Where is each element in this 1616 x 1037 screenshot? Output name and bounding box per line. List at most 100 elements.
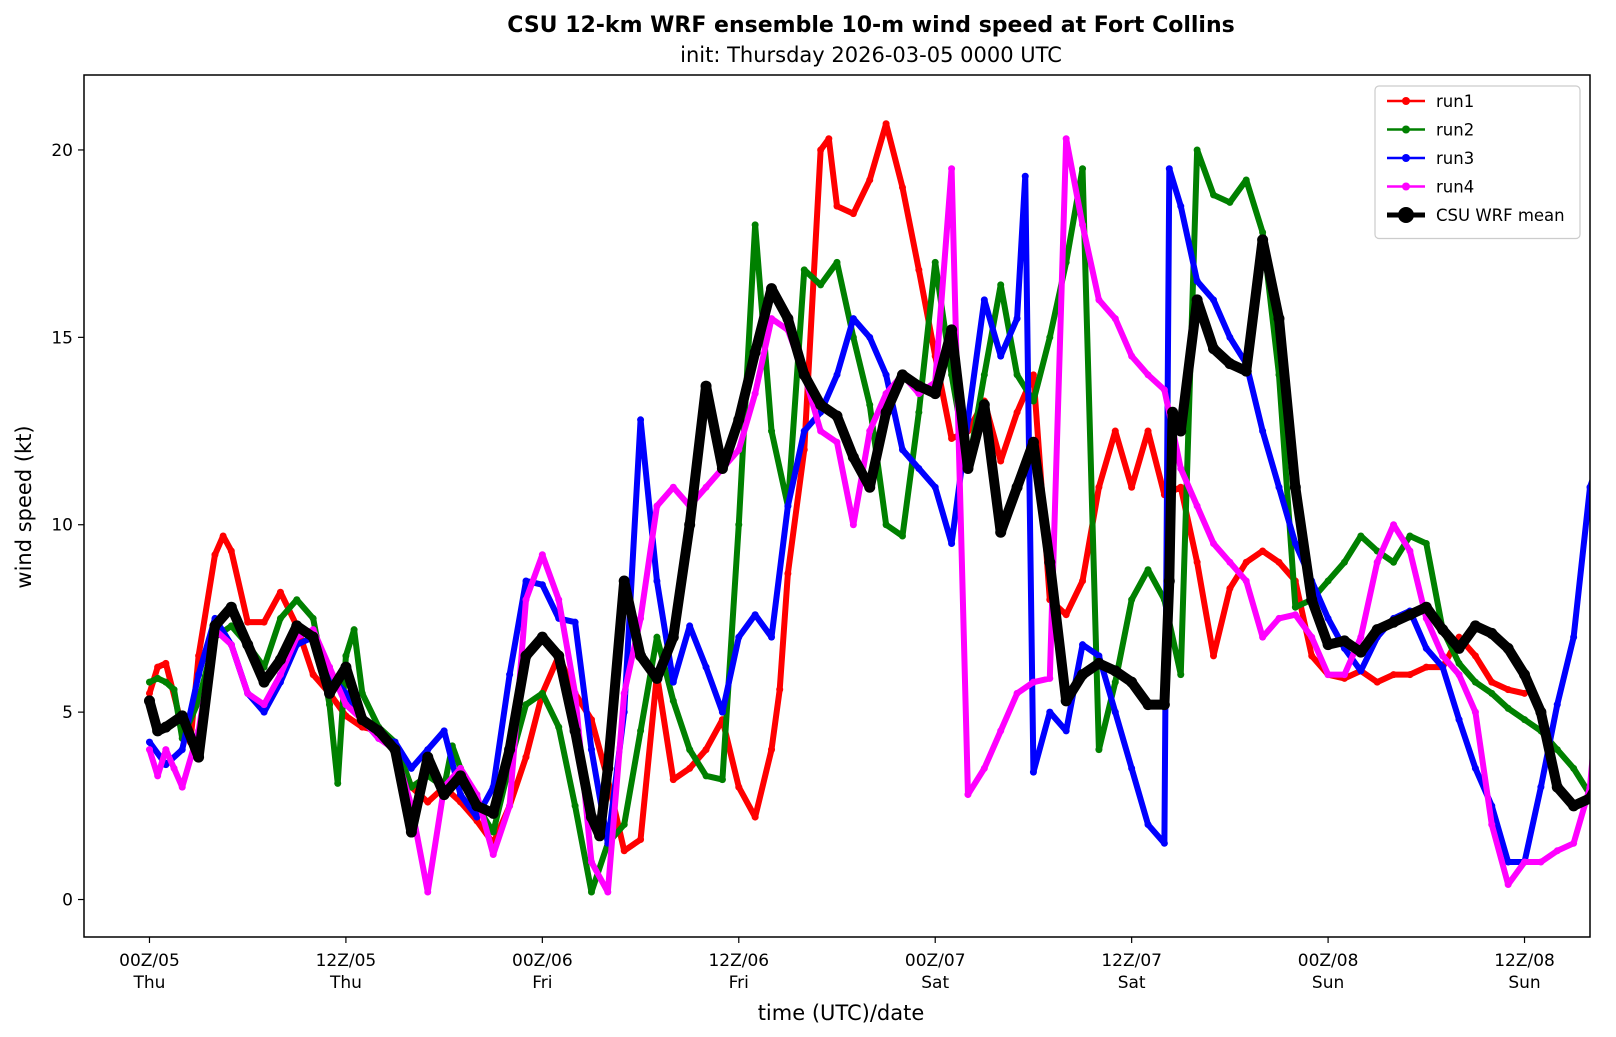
- data-point: [1355, 646, 1367, 658]
- data-point: [326, 701, 334, 709]
- chart-subtitle: init: Thursday 2026-03-05 0000 UTC: [680, 43, 1062, 67]
- data-point: [735, 633, 743, 641]
- data-point: [635, 650, 647, 662]
- data-point: [1226, 558, 1234, 566]
- data-point: [1177, 671, 1185, 679]
- data-point: [1111, 315, 1119, 323]
- data-point: [800, 266, 808, 274]
- data-point: [1144, 821, 1152, 829]
- data-point: [1453, 642, 1465, 654]
- x-tick-sublabel: Sun: [1508, 973, 1540, 993]
- x-tick-sublabel: Thu: [133, 973, 166, 993]
- data-point: [1519, 669, 1531, 681]
- data-point: [768, 746, 776, 754]
- data-point: [735, 446, 743, 454]
- data-point: [1340, 558, 1348, 566]
- data-point: [1259, 633, 1267, 641]
- data-point: [702, 746, 710, 754]
- legend-entry: CSU WRF mean: [1387, 206, 1565, 225]
- legend-entry: run4: [1387, 178, 1474, 197]
- data-point: [309, 671, 317, 679]
- data-point: [1486, 627, 1498, 639]
- data-point: [1275, 614, 1283, 622]
- data-point: [702, 483, 710, 491]
- data-point: [637, 727, 645, 735]
- data-point: [1570, 633, 1578, 641]
- data-point: [751, 813, 759, 821]
- data-point: [293, 596, 301, 604]
- data-point: [152, 725, 164, 737]
- legend-label: run4: [1436, 178, 1474, 197]
- legend-label: run2: [1436, 121, 1474, 140]
- data-point: [1388, 616, 1400, 628]
- data-point: [1504, 858, 1512, 866]
- data-point: [1095, 746, 1103, 754]
- data-point: [587, 888, 595, 896]
- data-point: [997, 727, 1005, 735]
- data-point: [326, 663, 334, 671]
- data-point: [637, 836, 645, 844]
- data-point: [948, 435, 956, 443]
- data-point: [1324, 577, 1332, 585]
- data-point: [1390, 671, 1398, 679]
- data-point: [1324, 671, 1332, 679]
- x-tick-sublabel: Sat: [921, 973, 949, 993]
- data-point: [833, 371, 841, 379]
- data-point: [350, 626, 358, 634]
- data-point: [669, 678, 677, 686]
- data-point: [1504, 704, 1512, 712]
- data-point: [751, 390, 759, 398]
- data-point: [1167, 406, 1179, 418]
- data-point: [651, 672, 663, 684]
- data-point: [1226, 333, 1234, 341]
- data-point: [536, 631, 548, 643]
- data-point: [1488, 678, 1496, 686]
- data-point: [1586, 483, 1590, 491]
- data-point: [864, 481, 876, 493]
- data-point: [1471, 678, 1479, 686]
- data-point: [766, 283, 778, 295]
- data-point: [260, 701, 268, 709]
- data-point: [825, 135, 833, 143]
- data-point: [1422, 539, 1430, 547]
- data-point: [594, 830, 606, 842]
- data-point: [620, 821, 628, 829]
- data-point: [1013, 315, 1021, 323]
- data-point: [915, 266, 923, 274]
- chart-title: CSU 12-km WRF ensemble 10-m wind speed a…: [507, 13, 1234, 38]
- legend-label: CSU WRF mean: [1436, 206, 1565, 225]
- data-point: [997, 457, 1005, 465]
- data-point: [798, 369, 810, 381]
- data-point: [274, 654, 286, 666]
- data-point: [618, 575, 630, 587]
- legend: run1 run2 run3 run4 CSU WRF mean: [1374, 85, 1581, 240]
- data-point: [653, 502, 661, 510]
- data-point: [1406, 547, 1414, 555]
- data-point: [931, 483, 939, 491]
- x-tick-sublabel: Thu: [329, 973, 362, 993]
- data-point: [1160, 839, 1168, 847]
- data-point: [1126, 676, 1138, 688]
- data-point: [1275, 558, 1283, 566]
- data-point: [1422, 644, 1430, 652]
- data-point: [1553, 847, 1561, 855]
- data-point: [776, 686, 784, 694]
- data-point: [1079, 641, 1087, 649]
- data-point: [1079, 577, 1087, 585]
- data-point: [604, 888, 612, 896]
- data-point: [1257, 234, 1269, 246]
- data-point: [1324, 614, 1332, 622]
- data-point: [1404, 609, 1416, 621]
- data-point: [276, 614, 284, 622]
- data-point: [866, 427, 874, 435]
- data-point: [929, 388, 941, 400]
- data-point: [522, 701, 530, 709]
- x-tick-sublabel: Fri: [729, 973, 749, 993]
- data-point: [948, 539, 956, 547]
- data-point: [1193, 277, 1201, 285]
- data-point: [1046, 674, 1054, 682]
- legend-swatch-marker: [1402, 97, 1410, 105]
- data-point: [143, 695, 155, 707]
- data-point: [980, 764, 988, 772]
